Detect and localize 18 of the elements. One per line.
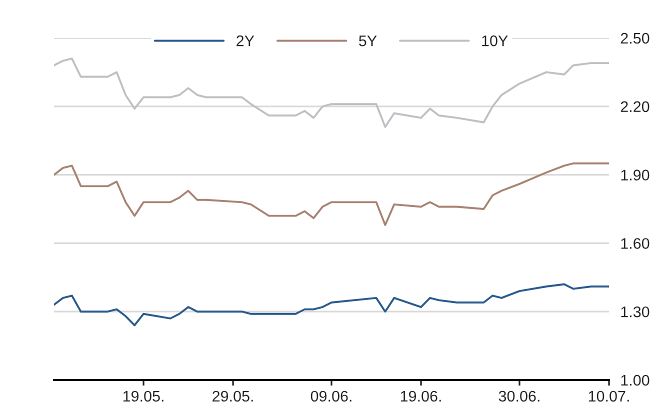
y-tick-label: 1.60 — [621, 238, 650, 249]
x-tick-label: 19.05. — [123, 390, 164, 402]
legend-label: 5Y — [359, 36, 377, 46]
y-tick-label: 1.30 — [621, 306, 650, 318]
x-tick-label: 29.05. — [212, 390, 253, 402]
y-tick-label: 1.90 — [621, 170, 650, 180]
line-series — [54, 162, 609, 226]
line-series — [54, 58, 609, 128]
y-tick-label: 2.20 — [620, 101, 650, 112]
x-tick-label: 30.06. — [498, 390, 540, 402]
y-tick-label: 2.50 — [620, 32, 650, 44]
legend-label: 10Y — [482, 35, 508, 46]
y-tick-label: 1.00 — [621, 374, 650, 386]
legend-label: 2Y — [236, 35, 254, 46]
x-tick-label: 19.06. — [400, 390, 441, 402]
x-tick-label: 10.07. — [588, 390, 629, 402]
line-series — [54, 283, 609, 326]
x-tick-label: 09.06. — [310, 390, 352, 402]
